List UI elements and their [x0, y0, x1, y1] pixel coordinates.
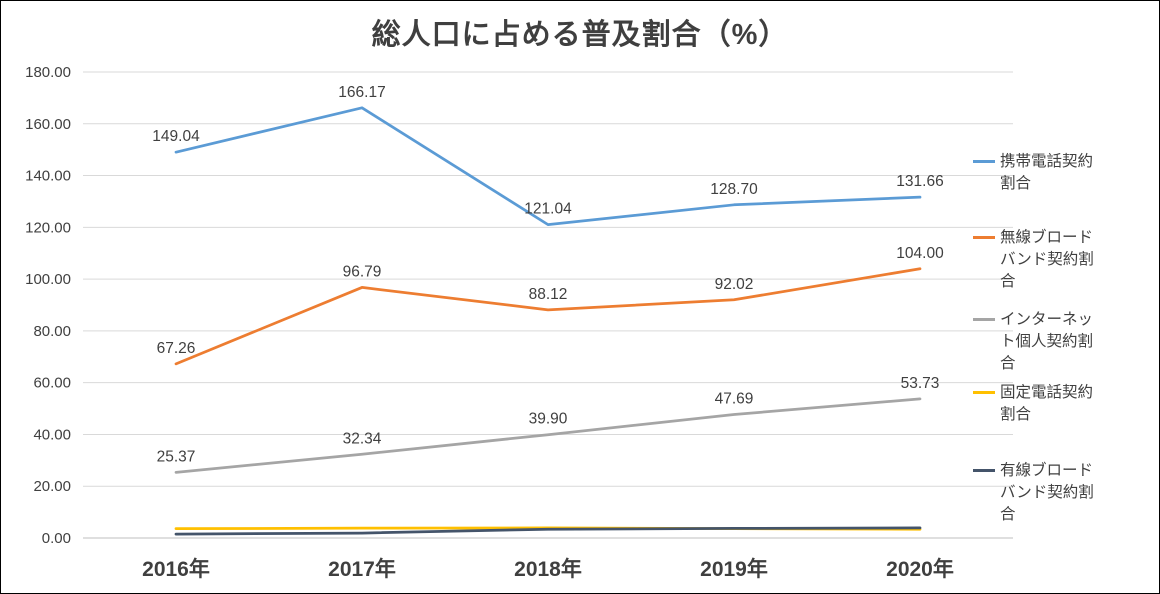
data-label: 88.12 — [529, 286, 568, 303]
y-tick-label: 140.00 — [25, 168, 71, 185]
data-label: 67.26 — [157, 340, 196, 357]
data-label: 128.70 — [710, 181, 758, 198]
data-label: 47.69 — [715, 391, 754, 408]
x-tick-label: 2018年 — [514, 557, 582, 581]
y-tick-label: 40.00 — [33, 426, 71, 443]
legend-marker — [973, 160, 995, 163]
data-label: 121.04 — [524, 201, 572, 218]
data-label: 104.00 — [896, 245, 944, 262]
legend-label: 携帯電話契約割合 — [1000, 153, 1094, 192]
legend-label: 無線ブロードバンド契約割合 — [1000, 229, 1094, 290]
data-label: 131.66 — [896, 173, 943, 190]
series-line — [174, 526, 922, 536]
data-label: 96.79 — [343, 263, 382, 280]
x-tick-label: 2016年 — [142, 557, 210, 581]
y-tick-label: 180.00 — [25, 64, 71, 81]
data-label: 166.17 — [338, 84, 385, 101]
y-tick-label: 100.00 — [25, 271, 71, 288]
legend-item: 携帯電話契約割合 — [973, 151, 1104, 195]
y-tick-label: 80.00 — [33, 323, 71, 340]
legend-label: インターネット個人契約割合 — [1000, 311, 1094, 372]
legend-marker — [973, 236, 995, 239]
legend-item: 有線ブロードバンド契約割合 — [973, 460, 1104, 526]
legend-item: 無線ブロードバンド契約割合 — [973, 227, 1104, 293]
chart-title: 総人口に占める普及割合（%） — [371, 19, 789, 51]
data-label: 25.37 — [157, 448, 196, 465]
data-label: 32.34 — [343, 430, 382, 447]
legend-marker — [973, 469, 995, 472]
legend-marker — [973, 391, 995, 394]
data-label: 53.73 — [901, 375, 940, 392]
data-label: 149.04 — [152, 128, 200, 145]
legend: 携帯電話契約割合無線ブロードバンド契約割合 インターネット個人契約割合固定電話契約… — [973, 1, 1159, 593]
legend-item: 固定電話契約割合 — [973, 382, 1104, 426]
legend-label: 固定電話契約割合 — [1000, 384, 1094, 423]
legend-marker — [973, 318, 995, 321]
y-tick-label: 0.00 — [42, 530, 71, 547]
series-line — [174, 397, 922, 474]
legend-item: インターネット個人契約割合 — [973, 309, 1104, 375]
series-line — [174, 106, 922, 227]
y-tick-label: 60.00 — [33, 375, 71, 392]
x-tick-label: 2017年 — [328, 557, 396, 581]
y-tick-label: 120.00 — [25, 219, 71, 236]
legend-label: 有線ブロードバンド契約割合 — [1000, 462, 1094, 523]
y-tick-label: 160.00 — [25, 116, 71, 133]
x-tick-label: 2020年 — [886, 557, 954, 581]
y-tick-label: 20.00 — [33, 478, 71, 495]
series-line — [174, 267, 922, 366]
data-label: 39.90 — [529, 411, 568, 428]
data-label: 92.02 — [715, 276, 754, 293]
x-tick-label: 2019年 — [700, 557, 768, 581]
